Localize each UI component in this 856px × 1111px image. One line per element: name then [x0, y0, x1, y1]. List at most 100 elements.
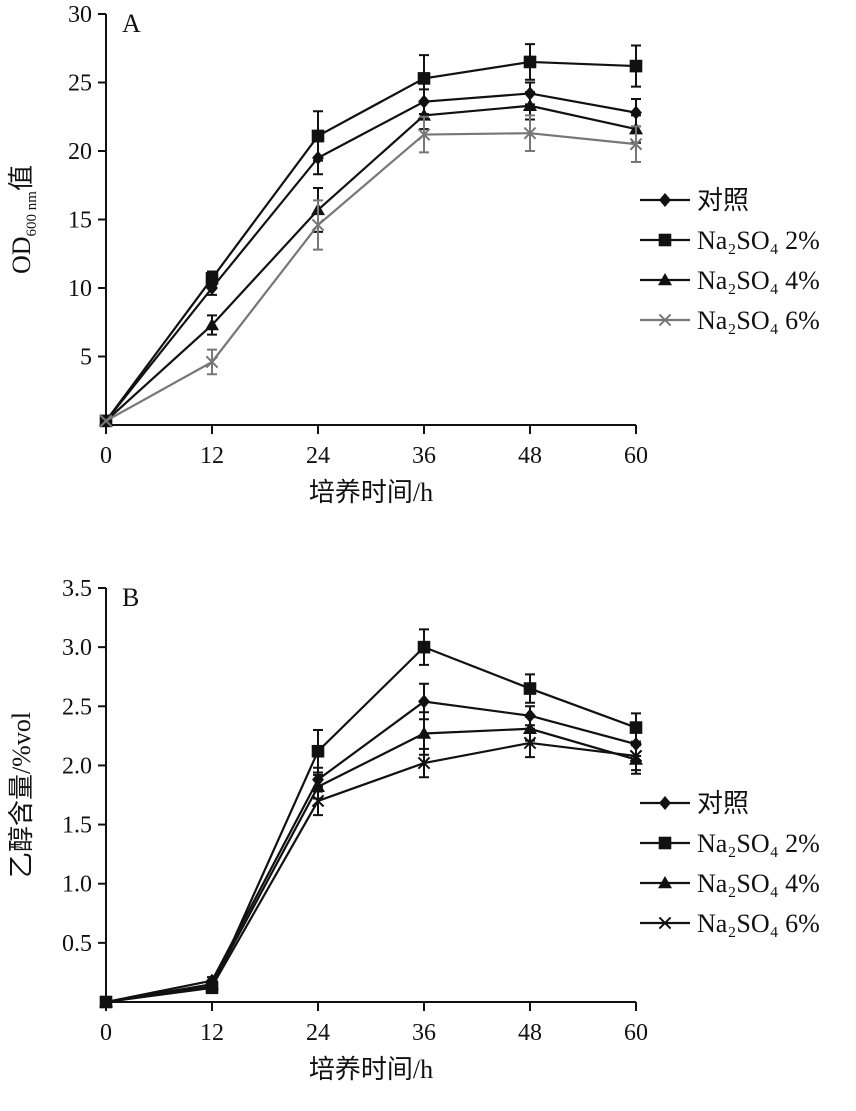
square-marker — [658, 836, 672, 850]
x-tick-label: 24 — [306, 443, 330, 469]
x-tick-label: 48 — [518, 1020, 542, 1046]
legend-label: Na₂SO₄ 6% — [697, 306, 820, 335]
series-line — [105, 104, 637, 422]
triangle-marker — [523, 98, 537, 112]
series-line — [105, 60, 637, 422]
square-marker — [417, 72, 431, 85]
y-tick-label: 15 — [68, 208, 92, 234]
y-axis-label: 乙醇含量/%vol — [7, 712, 36, 878]
cross-marker — [658, 916, 672, 930]
y-tick-label: 0.5 — [62, 931, 92, 957]
cross-marker — [523, 126, 537, 140]
square-marker — [629, 721, 643, 734]
series-line — [105, 727, 637, 1004]
y-label-main: OD — [7, 236, 36, 274]
cross-marker — [658, 313, 672, 327]
x-tick-label: 36 — [412, 443, 436, 469]
series-square — [99, 628, 643, 1009]
x-tick-label: 48 — [518, 443, 542, 469]
cross-marker — [99, 995, 113, 1009]
x-tick-label: 0 — [100, 1020, 112, 1046]
series-diamond — [100, 682, 642, 1009]
x-axis-label: 培养时间/h — [309, 478, 433, 507]
legend-item: Na₂SO₄ 2% — [640, 829, 820, 858]
y-label-subscript: 600 nm — [24, 191, 40, 237]
x-tick-label: 36 — [412, 1020, 436, 1046]
square-marker — [523, 682, 537, 695]
legend-label: 对照 — [697, 186, 749, 215]
triangle-marker — [658, 273, 672, 286]
series-triangle — [99, 91, 643, 427]
y-tick-label: 20 — [68, 139, 92, 165]
x-tick-label: 24 — [306, 1020, 330, 1046]
series-line — [105, 92, 637, 422]
cross-marker — [205, 355, 219, 369]
y-tick-label: 30 — [68, 2, 92, 28]
legend-item: Na₂SO₄ 4% — [640, 266, 820, 295]
square-marker — [523, 55, 537, 69]
legend-item: Na₂SO₄ 4% — [640, 869, 820, 898]
diamond-marker — [659, 193, 671, 207]
y-tick-label: 3.0 — [62, 635, 92, 661]
x-tick-label: 12 — [200, 443, 224, 469]
triangle-marker — [205, 317, 219, 331]
series-line — [105, 132, 637, 422]
y-axis-label: OD600 nm值 — [7, 165, 40, 274]
y-tick-label: 2.5 — [62, 694, 92, 720]
triangle-marker — [658, 876, 672, 889]
y-tick-label: 25 — [68, 71, 92, 97]
series-triangle — [99, 711, 643, 1008]
x-tick-label: 60 — [624, 1020, 648, 1046]
x-tick-label: 0 — [100, 443, 112, 469]
diamond-marker — [418, 694, 430, 709]
cross-marker — [523, 736, 537, 750]
x-tick-label: 12 — [200, 1020, 224, 1046]
legend-item: 对照 — [640, 186, 749, 215]
panel-label: B — [122, 583, 139, 612]
series-line — [105, 700, 637, 1004]
series-cross — [99, 727, 643, 1009]
legend-item: Na₂SO₄ 6% — [640, 306, 820, 335]
y-label-main: 乙醇含量/%vol — [7, 712, 36, 878]
diamond-marker — [524, 708, 536, 723]
square-marker — [205, 272, 219, 285]
series-line — [105, 741, 637, 1004]
legend-item: Na₂SO₄ 2% — [640, 226, 820, 255]
y-tick-label: 1.0 — [62, 872, 92, 898]
legend-label: Na₂SO₄ 4% — [697, 869, 820, 898]
triangle-marker — [417, 726, 431, 739]
legend-label: Na₂SO₄ 4% — [697, 266, 820, 295]
y-tick-label: 1.5 — [62, 813, 92, 839]
chart-b: 0.5 1.0 1.5 2.0 2.5 3.0 3.5 0 12 24 36 48 60 B 培养时间/h 乙… — [7, 576, 820, 1084]
panel-label: A — [122, 9, 141, 38]
legend-item: 对照 — [640, 789, 749, 818]
series-line — [105, 645, 637, 1004]
cross-marker — [417, 756, 431, 770]
cross-marker — [417, 128, 431, 141]
cross-marker — [311, 218, 325, 232]
square-marker — [311, 129, 325, 143]
y-tick-label: 5 — [80, 345, 92, 371]
square-marker — [629, 59, 643, 73]
square-marker — [658, 233, 672, 247]
y-label-suffix: 值 — [7, 165, 36, 191]
series-diamond — [100, 81, 642, 428]
diamond-marker — [659, 796, 671, 810]
legend-label: Na₂SO₄ 2% — [697, 226, 820, 255]
legend-item: Na₂SO₄ 6% — [640, 909, 820, 938]
x-axis-label: 培养时间/h — [309, 1055, 433, 1084]
series-cross — [99, 114, 643, 428]
diamond-marker — [206, 281, 218, 295]
series-square — [99, 43, 643, 428]
cross-marker — [99, 414, 113, 428]
cross-marker — [629, 137, 643, 151]
legend-label: Na₂SO₄ 6% — [697, 909, 820, 938]
y-tick-label: 2.0 — [62, 753, 92, 779]
y-tick-label: 10 — [68, 276, 92, 302]
cross-marker — [311, 794, 325, 808]
cross-marker — [205, 980, 219, 993]
y-tick-label: 3.5 — [62, 576, 92, 602]
legend-label: 对照 — [697, 789, 749, 818]
